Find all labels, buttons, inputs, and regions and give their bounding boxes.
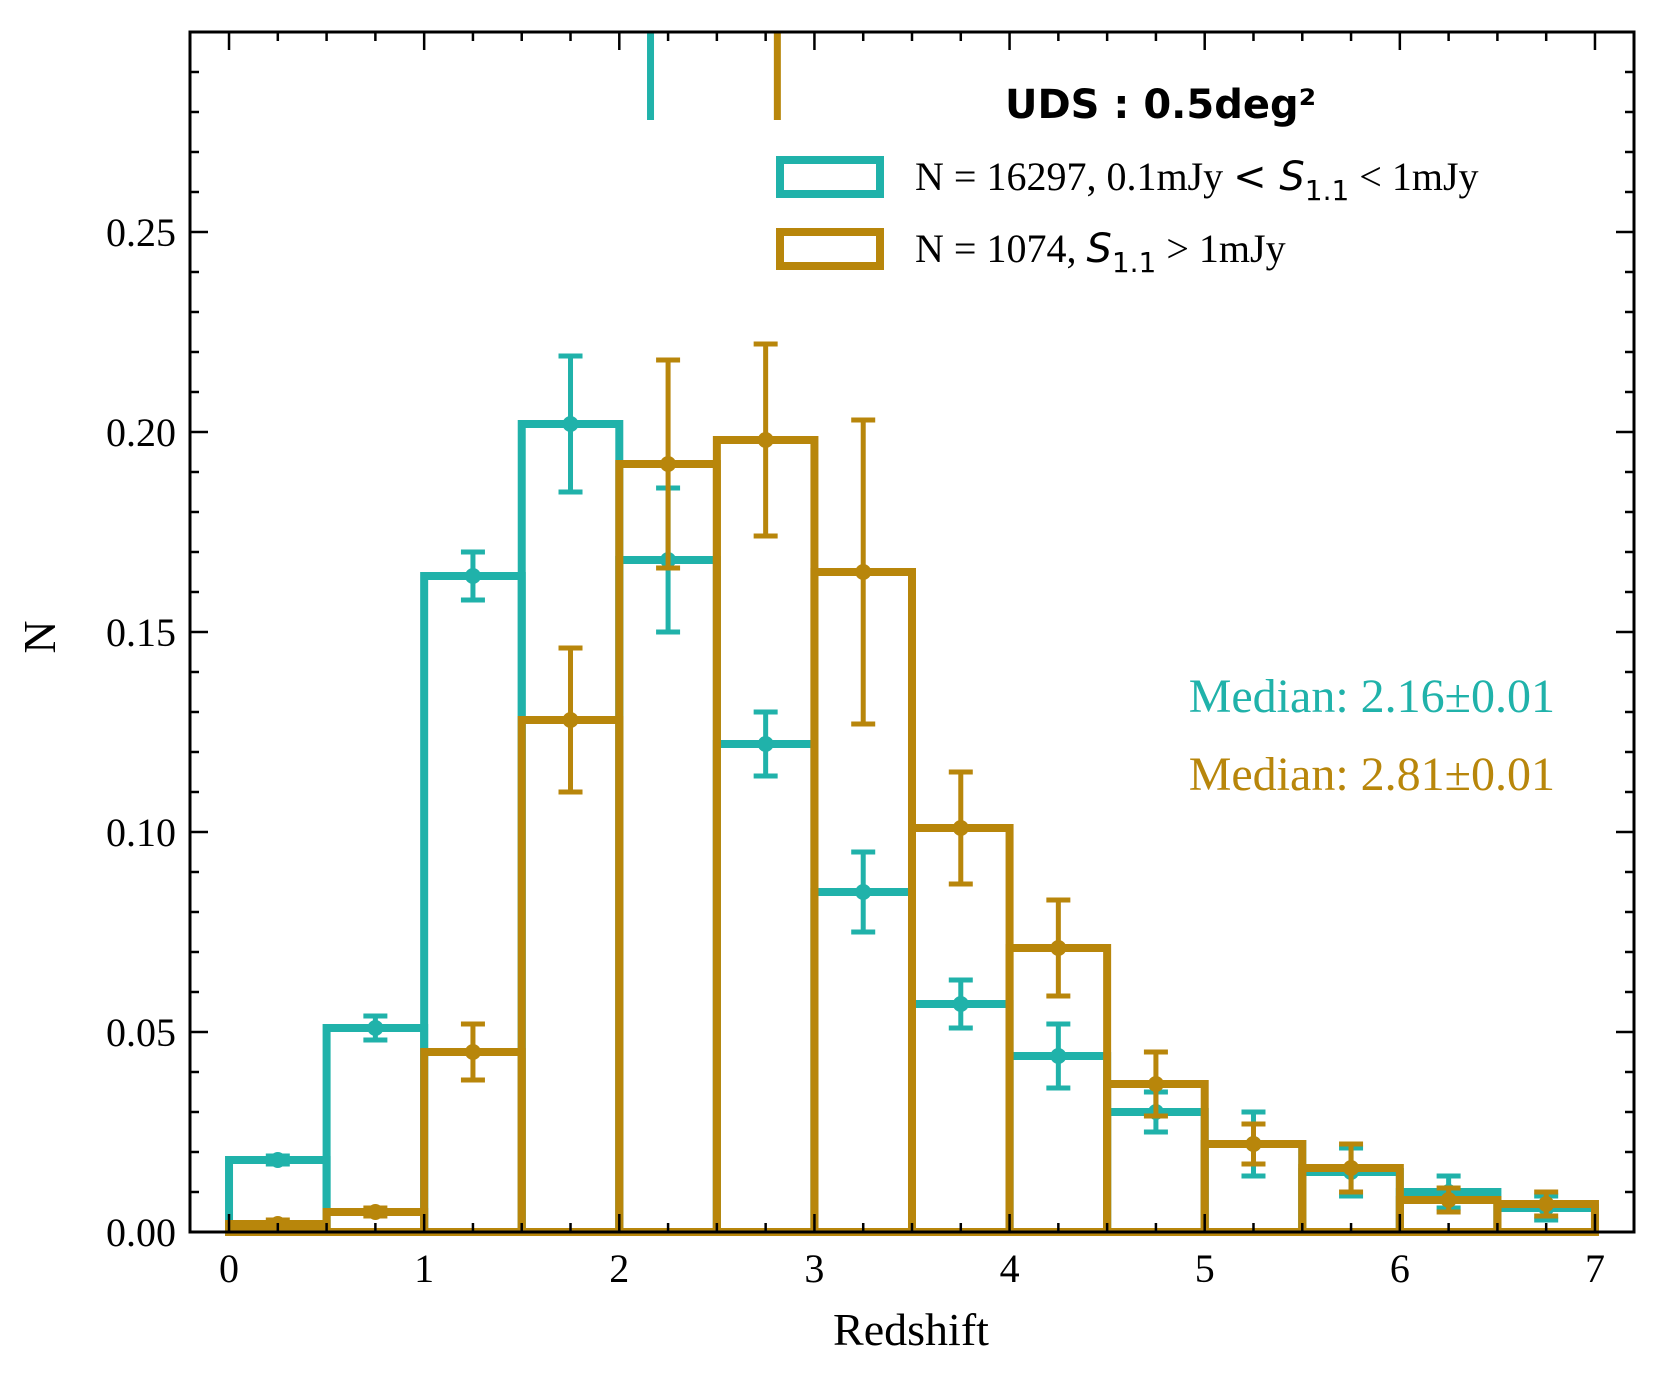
histogram-bar	[908, 1000, 1014, 1236]
data-point	[952, 820, 969, 836]
histogram-bar	[712, 436, 819, 1236]
x-tick-label: 5	[1195, 1246, 1215, 1291]
y-tick-label: 0.20	[106, 410, 176, 455]
plot-frame	[188, 30, 1636, 1234]
data-point	[1147, 1076, 1164, 1092]
histogram-bar	[420, 572, 526, 1236]
median-label-0: Median: 2.16±0.01	[1189, 670, 1555, 723]
data-point	[1440, 1192, 1457, 1208]
data-point	[562, 712, 579, 728]
histogram-bar	[810, 888, 916, 1236]
data-point	[562, 416, 579, 432]
median-label-1: Median: 2.81±0.01	[1189, 748, 1555, 801]
histogram-bar	[517, 716, 624, 1236]
data-point	[757, 432, 774, 448]
data-point	[1343, 1160, 1360, 1176]
y-tick-label: 0.15	[106, 610, 176, 655]
data-point	[464, 1044, 481, 1060]
y-tick-label: 0.10	[106, 810, 176, 855]
x-tick-label: 1	[414, 1246, 434, 1291]
legend-label-prefix: N = 16297, 0.1mJy	[915, 154, 1233, 199]
data-point	[757, 736, 774, 752]
legend-label-0: N = 16297, 0.1mJy < S1.1 < 1mJy	[915, 154, 1479, 207]
data-point	[464, 568, 481, 584]
x-tick-label: 4	[1000, 1246, 1020, 1291]
x-tick-label: 6	[1390, 1246, 1410, 1291]
legend-label-var: S	[1279, 154, 1304, 200]
data-point	[1538, 1196, 1555, 1212]
histogram-bar	[517, 420, 624, 1236]
x-tick-label: 2	[609, 1246, 629, 1291]
x-tick-label: 0	[219, 1246, 239, 1291]
histogram-bar	[712, 740, 819, 1236]
x-axis-title: Redshift	[833, 1304, 989, 1355]
legend: UDS : 0.5deg² N = 16297, 0.1mJy < S1.1 <…	[776, 82, 1479, 279]
y-tick-label: 0.25	[106, 210, 176, 255]
histogram-bar	[322, 1024, 429, 1236]
series-1	[225, 32, 1599, 1236]
data-point	[660, 456, 677, 472]
legend-label-suffix: < 1mJy	[1349, 154, 1478, 199]
y-tick-label: 0.00	[106, 1210, 176, 1255]
legend-label-prefix: N = 1074,	[915, 226, 1086, 271]
legend-label-var: S	[1086, 226, 1111, 272]
y-axis-title: N	[14, 620, 65, 653]
x-tick-label: 7	[1585, 1246, 1605, 1291]
data-point	[269, 1152, 286, 1168]
tick-labels-layer: 0 1 2 3 4 5 6 7 0.00 0.05 0.10 0.15 0.20 0.25	[106, 210, 1605, 1291]
legend-label-subscript: 1.1	[1112, 246, 1157, 279]
legend-swatch-0	[776, 156, 884, 198]
data-point	[367, 1020, 384, 1036]
median-annotations: Median: 2.16±0.01 Median: 2.81±0.01	[1189, 670, 1555, 801]
data-point	[367, 1204, 384, 1220]
series-layer	[225, 32, 1599, 1236]
x-tick-label: 3	[804, 1246, 824, 1291]
data-point	[855, 884, 872, 900]
y-tick-label: 0.05	[106, 1010, 176, 1055]
data-point	[1245, 1136, 1262, 1152]
data-point	[1050, 1048, 1067, 1064]
data-point	[952, 996, 969, 1012]
data-point	[1050, 940, 1067, 956]
legend-title: UDS : 0.5deg²	[1005, 82, 1316, 128]
legend-label-suffix: > 1mJy	[1156, 226, 1285, 271]
histogram-bar	[615, 556, 721, 1236]
legend-label-subscript: 1.1	[1305, 174, 1350, 207]
legend-label-1: N = 1074, S1.1 > 1mJy	[915, 226, 1286, 279]
legend-swatch-1	[776, 228, 884, 270]
data-point	[855, 564, 872, 580]
legend-label-operator: <	[1233, 154, 1279, 200]
